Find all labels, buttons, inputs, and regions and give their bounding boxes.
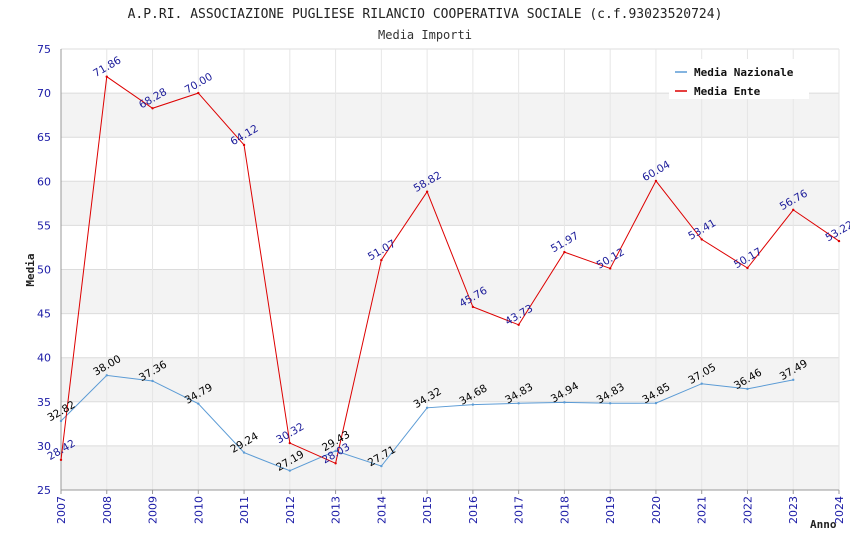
data-point-media-nazionale — [105, 374, 108, 377]
data-point-media-ente — [105, 75, 108, 78]
data-point-media-ente — [471, 305, 475, 309]
series-line-media-ente — [60, 75, 840, 464]
x-tick-label: 2014 — [375, 496, 388, 524]
data-point-media-ente — [380, 258, 383, 262]
y-axis-tick-labels: 25 30 35 40 45 50 55 60 65 70 75 — [37, 43, 51, 497]
x-axis-title: Anno — [810, 518, 837, 531]
y-axis-title: Media — [24, 253, 37, 286]
data-point-media-nazionale — [517, 402, 520, 405]
y-tick-label: 75 — [37, 43, 51, 56]
data-point-media-ente — [197, 91, 200, 95]
y-tick-label: 70 — [37, 87, 51, 100]
data-point-media-nazionale — [746, 387, 749, 391]
plot-band — [61, 357, 839, 402]
data-point-media-ente — [654, 179, 658, 183]
plot-band — [61, 93, 839, 138]
data-point-media-ente — [517, 323, 520, 327]
legend-box — [669, 59, 809, 99]
data-point-media-nazionale — [334, 449, 337, 453]
x-tick-label: 2022 — [741, 496, 754, 524]
data-point-media-nazionale — [654, 401, 658, 405]
data-point-media-ente — [700, 238, 703, 241]
data-point-media-ente — [837, 239, 841, 243]
x-axis-tick-labels: 2007 2008 2009 2010 2011 2012 2013 2014 2015 2016… — [55, 496, 846, 524]
x-tick-label: 2023 — [787, 496, 800, 524]
data-point-media-ente — [608, 267, 612, 270]
y-tick-label: 45 — [37, 308, 51, 321]
plot-band — [61, 269, 839, 314]
x-tick-label: 2009 — [147, 496, 160, 524]
data-point-media-nazionale — [700, 382, 703, 385]
plot-background — [61, 93, 839, 490]
data-point-media-nazionale — [792, 378, 795, 382]
x-tick-label: 2019 — [604, 496, 617, 524]
data-point-media-nazionale — [288, 469, 292, 472]
y-tick-label: 30 — [37, 440, 51, 453]
x-tick-label: 2020 — [650, 496, 663, 524]
x-tick-label: 2008 — [101, 496, 114, 524]
chart-title: A.P.RI. ASSOCIAZIONE PUGLIESE RILANCIO C… — [128, 7, 723, 22]
legend-entry-media-ente: Media Ente — [694, 85, 761, 98]
data-point-media-ente — [59, 458, 63, 462]
y-tick-label: 65 — [37, 131, 51, 144]
y-tick-label: 40 — [37, 352, 51, 365]
data-point-media-nazionale — [59, 419, 63, 423]
x-tick-label: 2018 — [558, 496, 571, 524]
data-point-media-ente — [151, 107, 154, 110]
data-point-media-nazionale — [563, 401, 566, 404]
x-tick-label: 2007 — [55, 496, 68, 524]
x-tick-label: 2017 — [513, 496, 526, 524]
data-point-media-nazionale — [608, 402, 612, 405]
y-tick-label: 60 — [37, 175, 51, 188]
data-point-media-ente — [563, 250, 566, 254]
data-point-media-ente — [792, 208, 795, 212]
data-point-media-nazionale — [242, 451, 246, 454]
gridlines — [60, 48, 840, 491]
x-tick-label: 2015 — [421, 496, 434, 524]
x-tick-label: 2024 — [833, 496, 846, 524]
data-point-media-ente — [425, 190, 429, 193]
data-point-media-ente — [334, 462, 337, 465]
data-point-media-nazionale — [471, 403, 475, 406]
data-point-media-nazionale — [380, 464, 383, 468]
chart-subtitle: Media Importi — [378, 28, 472, 42]
y-tick-label: 35 — [37, 396, 51, 409]
x-tick-label: 2011 — [238, 496, 251, 524]
legend-entry-media-nazionale: Media Nazionale — [694, 66, 794, 79]
plot-band — [61, 181, 839, 226]
plot-band — [61, 445, 839, 490]
y-tick-label: 50 — [37, 264, 51, 277]
data-point-media-nazionale — [197, 402, 200, 405]
series-lines — [59, 75, 841, 472]
axes — [60, 49, 840, 494]
data-point-media-ente — [746, 266, 749, 270]
x-tick-label: 2010 — [192, 496, 205, 524]
x-tick-label: 2021 — [696, 496, 709, 524]
legend: Media Nazionale Media Ente — [669, 59, 809, 99]
y-tick-label: 55 — [37, 219, 51, 232]
data-point-media-nazionale — [425, 406, 429, 409]
data-point-media-nazionale — [151, 379, 154, 383]
x-tick-label: 2012 — [284, 496, 297, 524]
data-point-media-ente — [288, 441, 292, 445]
y-tick-label: 25 — [37, 484, 51, 497]
x-tick-label: 2013 — [330, 496, 343, 524]
data-point-media-ente — [242, 143, 246, 147]
x-tick-label: 2016 — [467, 496, 480, 524]
